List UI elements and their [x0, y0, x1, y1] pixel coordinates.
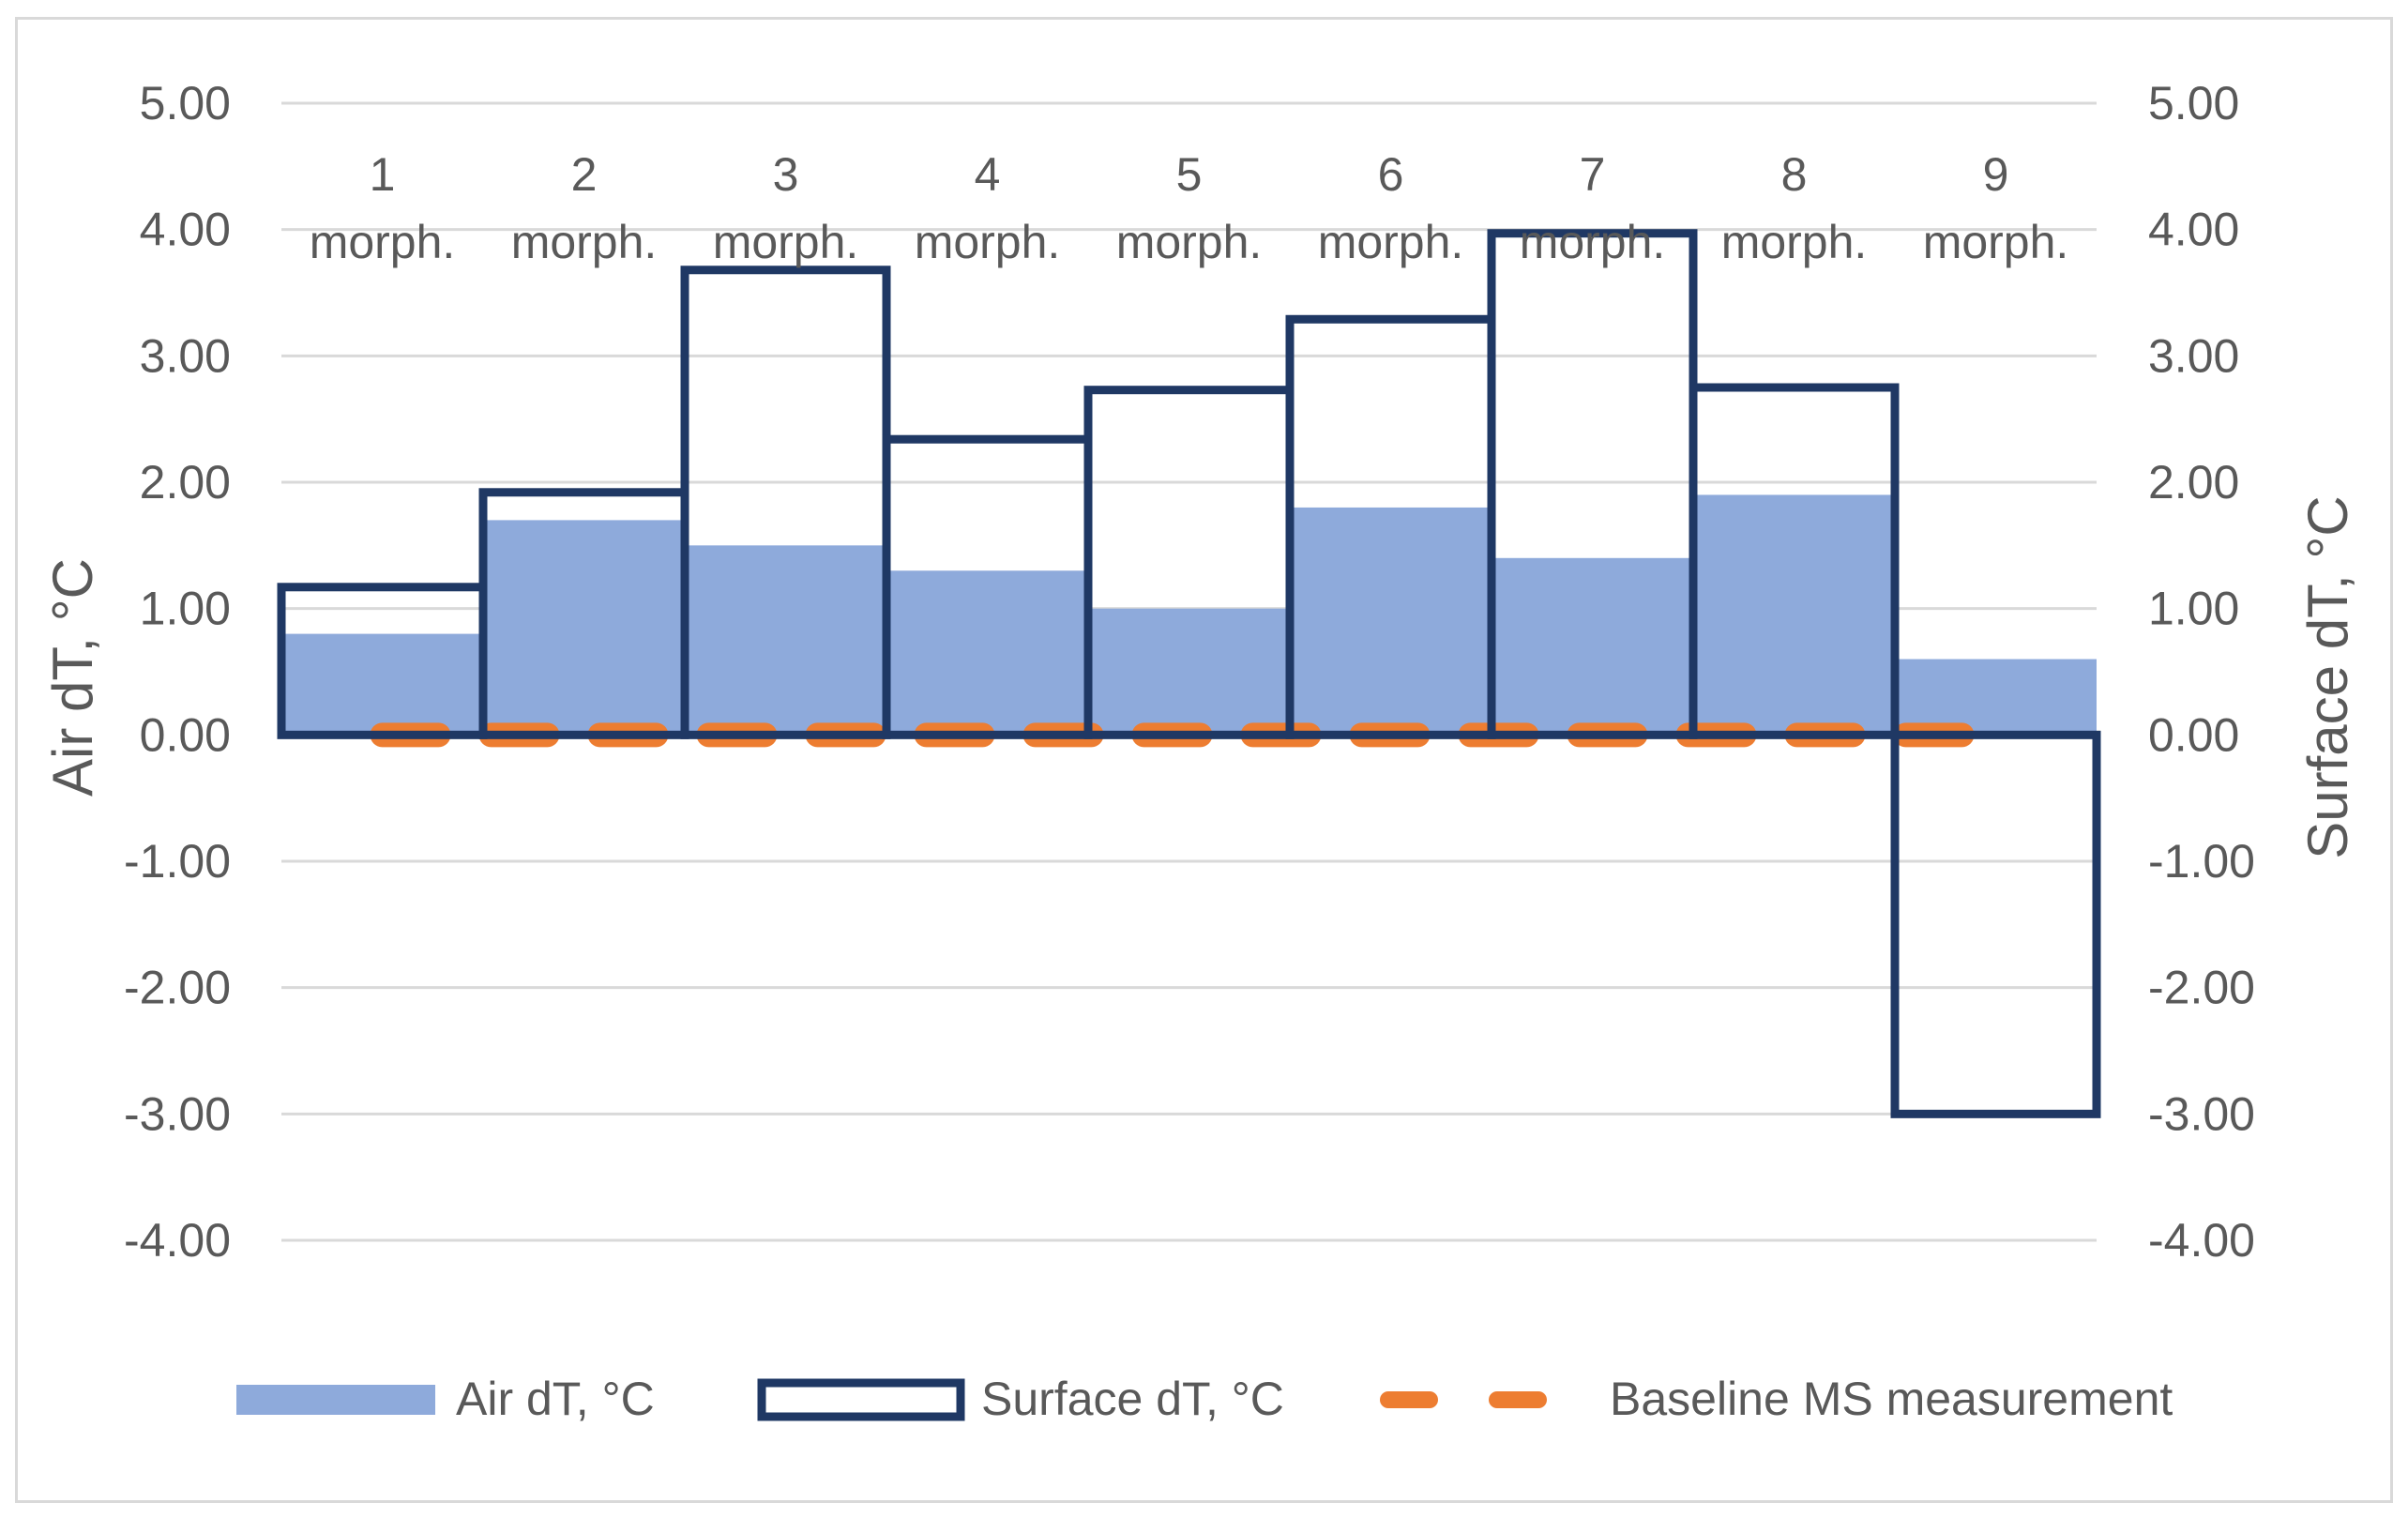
left-tick-label: 0.00	[140, 708, 231, 761]
category-label: 9 morph.	[1923, 148, 2069, 268]
right-tick-label: 5.00	[2148, 77, 2239, 129]
chart-frame	[15, 17, 2393, 1503]
category-suffix: morph.	[1520, 216, 1666, 268]
right-tick-label: -1.00	[2148, 835, 2255, 888]
left-tick-label: 2.00	[140, 456, 231, 509]
right-axis-title: Surface dT, °C	[2296, 495, 2359, 858]
air-dt-bar	[1290, 507, 1492, 736]
category-number: 5	[1176, 148, 1203, 201]
left-axis-title: Air dT, °C	[41, 558, 104, 797]
right-axis-ticks: 5.00 4.00 3.00 2.00 1.00 0.00 -1.00 -2.00 -3.00 -…	[2148, 77, 2255, 1267]
air-dt-bar	[483, 520, 685, 736]
legend-air-label: Air dT, °C	[456, 1373, 655, 1425]
left-tick-label: 5.00	[140, 77, 231, 129]
air-dt-bar	[685, 545, 886, 736]
category-label: 5 morph.	[1116, 148, 1263, 268]
category-number: 4	[975, 148, 1001, 201]
right-tick-label: 1.00	[2148, 583, 2239, 635]
right-tick-label: 4.00	[2148, 204, 2239, 256]
legend: Air dT, °C Surface dT, °C Baseline MS me…	[236, 1373, 2173, 1425]
category-number: 2	[571, 148, 598, 201]
legend-surface-swatch	[757, 1378, 965, 1421]
surface-dt-bar	[1890, 730, 2101, 1118]
left-tick-label: -4.00	[124, 1214, 231, 1267]
category-suffix: morph.	[915, 216, 1061, 268]
category-suffix: morph.	[1116, 216, 1263, 268]
air-dt-bar	[1693, 494, 1895, 736]
legend-surface-label: Surface dT, °C	[981, 1373, 1284, 1425]
category-label: 7 morph.	[1520, 148, 1666, 268]
category-label: 8 morph.	[1721, 148, 1868, 268]
surface-dt-bar	[1689, 383, 1900, 739]
left-tick-label: -2.00	[124, 962, 231, 1014]
left-tick-label: -3.00	[124, 1087, 231, 1140]
right-tick-label: 0.00	[2148, 708, 2239, 761]
category-label: 1 morph.	[310, 148, 456, 268]
air-dt-bar	[281, 633, 483, 736]
category-suffix: morph.	[1721, 216, 1868, 268]
category-label: 3 morph.	[713, 148, 859, 268]
air-dt-bar	[886, 570, 1088, 736]
left-tick-label: 1.00	[140, 583, 231, 635]
category-suffix: morph.	[310, 216, 456, 268]
category-suffix: morph.	[1923, 216, 2069, 268]
category-number: 8	[1781, 148, 1808, 201]
legend-baseline-label: Baseline MS measurement	[1610, 1373, 2173, 1425]
category-suffix: morph.	[713, 216, 859, 268]
category-labels: 1 morph. 2 morph. 3 morph. 4 morph. 5 morph. 6 morp…	[310, 148, 2069, 268]
category-label: 2 morph.	[511, 148, 658, 268]
category-suffix: morph.	[1318, 216, 1464, 268]
category-number: 9	[1983, 148, 2009, 201]
category-suffix: morph.	[511, 216, 658, 268]
right-tick-label: 2.00	[2148, 456, 2239, 509]
left-axis-ticks: 5.00 4.00 3.00 2.00 1.00 0.00 -1.00 -2.00 -3.00 -…	[124, 77, 231, 1267]
category-label: 6 morph.	[1318, 148, 1464, 268]
air-dt-bars	[281, 494, 2097, 736]
category-number: 6	[1378, 148, 1404, 201]
left-tick-label: 3.00	[140, 329, 231, 382]
air-dt-bar	[1088, 608, 1290, 736]
category-number: 3	[773, 148, 799, 201]
air-dt-bar	[1895, 659, 2097, 736]
right-tick-label: -2.00	[2148, 962, 2255, 1014]
air-dt-bar	[1492, 557, 1693, 736]
category-label: 4 morph.	[915, 148, 1061, 268]
left-tick-label: 4.00	[140, 204, 231, 256]
right-tick-label: 3.00	[2148, 329, 2239, 382]
surface-dt-bars	[277, 229, 2101, 1118]
right-tick-label: -4.00	[2148, 1214, 2255, 1267]
category-number: 1	[370, 148, 396, 201]
category-number: 7	[1580, 148, 1606, 201]
left-tick-label: -1.00	[124, 835, 231, 888]
legend-air-swatch	[236, 1385, 435, 1415]
right-tick-label: -3.00	[2148, 1087, 2255, 1140]
